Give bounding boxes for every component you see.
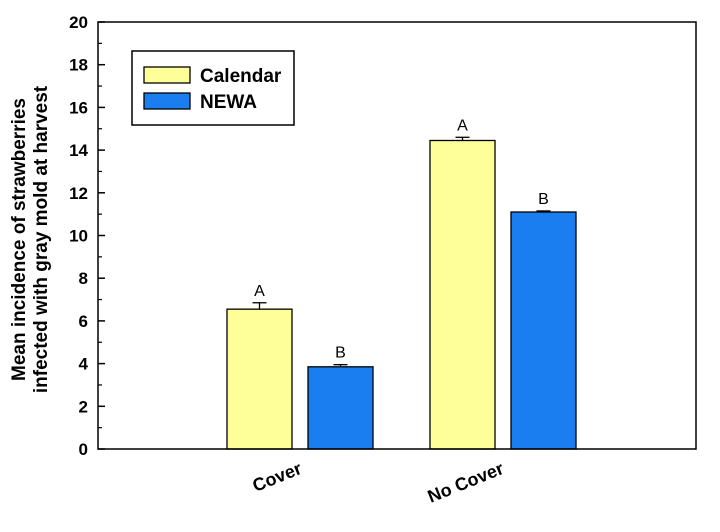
y-tick-label: 2 [79, 397, 88, 416]
category-label: No Cover [425, 458, 507, 507]
legend-label-newa: NEWA [200, 92, 257, 113]
plot-frame [97, 21, 697, 450]
y-tick-label: 18 [69, 56, 88, 75]
y-tick-label: 10 [69, 227, 88, 246]
significance-letter: B [538, 191, 549, 208]
legend-swatch-calendar [143, 66, 191, 84]
y-axis-label: Mean incidence of strawberries infected w… [9, 85, 52, 393]
legend-box [131, 50, 295, 126]
y-tick-label: 4 [79, 355, 89, 374]
y-tick-label: 20 [69, 13, 88, 32]
y-axis-label-line: infected with gray mold at harvest [31, 85, 52, 393]
y-axis-label-line: Mean incidence of strawberries [9, 98, 30, 381]
bar-calendar-no-cover [429, 139, 496, 450]
legend: Calendar NEWA [131, 50, 295, 126]
category-labels: Cover No Cover [250, 458, 507, 507]
significance-letter: A [457, 117, 468, 134]
bar-newa-no-cover [510, 211, 577, 450]
y-tick-label: 8 [79, 269, 88, 288]
y-tick-label: 12 [69, 184, 88, 203]
y-tick-label: 0 [79, 440, 88, 459]
y-tick-label: 6 [79, 312, 88, 331]
legend-label-calendar: Calendar [200, 66, 282, 87]
bar-calendar-cover [226, 308, 293, 450]
significance-letter: A [254, 283, 265, 300]
bar-newa-cover [307, 366, 374, 450]
y-tick-label: 14 [69, 141, 88, 160]
bars: A B A B [226, 117, 577, 450]
y-tick-label: 16 [69, 98, 88, 117]
y-axis-ticks: 0 2 4 6 8 10 12 14 16 18 20 [69, 13, 105, 459]
significance-letter: B [335, 345, 346, 362]
category-label: Cover [250, 458, 305, 496]
legend-swatch-newa [143, 92, 191, 110]
